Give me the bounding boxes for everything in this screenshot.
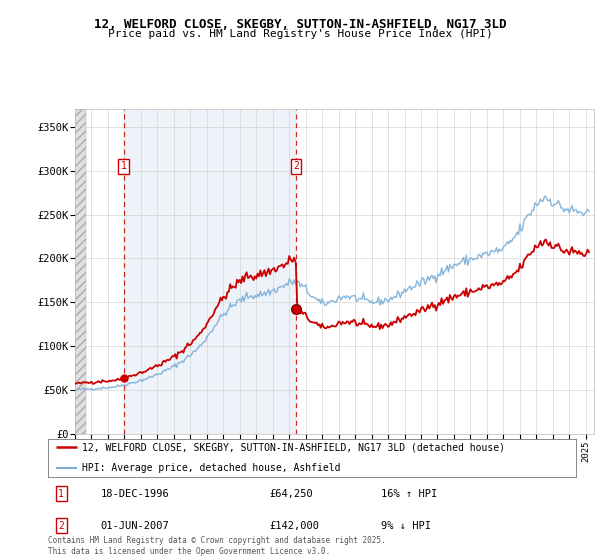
Text: 12, WELFORD CLOSE, SKEGBY, SUTTON-IN-ASHFIELD, NG17 3LD (detached house): 12, WELFORD CLOSE, SKEGBY, SUTTON-IN-ASH… — [82, 442, 505, 452]
Bar — [124, 109, 296, 434]
Text: 16% ↑ HPI: 16% ↑ HPI — [380, 489, 437, 499]
Text: 18-DEC-1996: 18-DEC-1996 — [101, 489, 170, 499]
Text: Price paid vs. HM Land Registry's House Price Index (HPI): Price paid vs. HM Land Registry's House … — [107, 29, 493, 39]
Text: 01-JUN-2007: 01-JUN-2007 — [101, 521, 170, 531]
Text: 9% ↓ HPI: 9% ↓ HPI — [380, 521, 431, 531]
Text: Contains HM Land Registry data © Crown copyright and database right 2025.
This d: Contains HM Land Registry data © Crown c… — [48, 536, 386, 556]
Text: 12, WELFORD CLOSE, SKEGBY, SUTTON-IN-ASHFIELD, NG17 3LD: 12, WELFORD CLOSE, SKEGBY, SUTTON-IN-ASH… — [94, 18, 506, 31]
Text: HPI: Average price, detached house, Ashfield: HPI: Average price, detached house, Ashf… — [82, 463, 341, 473]
Text: £142,000: £142,000 — [270, 521, 320, 531]
Text: 1: 1 — [121, 161, 127, 171]
Text: 2: 2 — [293, 161, 299, 171]
Text: £64,250: £64,250 — [270, 489, 314, 499]
Text: 1: 1 — [58, 489, 64, 499]
Text: 2: 2 — [58, 521, 64, 531]
